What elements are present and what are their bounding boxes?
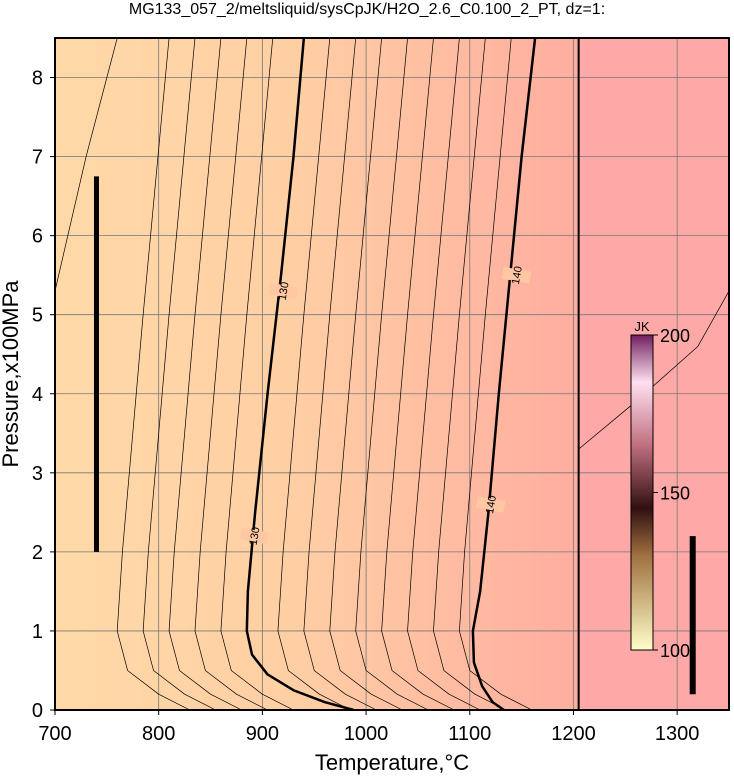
y-tick-label: 2: [32, 542, 43, 564]
y-tick-label: 8: [32, 68, 43, 90]
contour-line: [381, 38, 455, 710]
x-tick-label: 900: [246, 723, 279, 745]
background: [578, 38, 729, 710]
contour-line: [168, 38, 242, 710]
contour-label-bg: [268, 282, 298, 300]
frame: [54, 37, 730, 711]
y-tick-label: 0: [32, 700, 43, 722]
x-tick-label: 800: [142, 723, 175, 745]
y-tick-label: 7: [32, 147, 43, 169]
contour-line: [407, 38, 481, 710]
x-axis-label: Temperature,°C: [315, 750, 469, 775]
contour-line: [471, 38, 537, 710]
contour-line: [55, 38, 118, 292]
contour-label: 140: [484, 495, 499, 515]
contour-line: [433, 38, 507, 710]
contour-label: 130: [248, 526, 263, 546]
y-tick-label: 4: [32, 384, 43, 406]
contour-label: 130: [277, 281, 292, 301]
background: [55, 38, 579, 710]
colorbar: [630, 334, 654, 651]
chart-title: MG133_057_2/meltsliquid/sysCpJK/H2O_2.6_…: [129, 1, 605, 18]
x-tick-label: 1100: [448, 723, 491, 745]
x-tick-label: 700: [38, 723, 71, 745]
y-tick-label: 5: [32, 305, 43, 327]
contour-line: [329, 38, 403, 710]
contour-line: [142, 38, 216, 710]
colorbar-label: JK: [634, 319, 650, 334]
y-tick-label: 3: [32, 463, 43, 485]
contour-label-bg: [239, 527, 269, 545]
contour-line: [578, 290, 729, 450]
plot-area: 130 130 140 140: [55, 38, 729, 710]
contour-line: [220, 38, 294, 710]
contour-line: [194, 38, 268, 710]
contour-line: [355, 38, 429, 710]
x-tick-label: 1300: [655, 723, 700, 745]
colorbar-tick-label: 150: [660, 484, 690, 504]
contour-label-bg: [475, 496, 506, 513]
y-tick-label: 1: [32, 621, 43, 643]
colorbar-tick-label: 100: [660, 641, 690, 661]
colorbar-tick-label: 200: [660, 326, 690, 346]
y-axis-label: Pressure,x100MPa: [0, 280, 23, 468]
contour-line: [303, 38, 377, 710]
y-tick-label: 6: [32, 226, 43, 248]
contour-line: [245, 38, 354, 710]
x-tick-label: 1000: [344, 723, 389, 745]
contour-line: [277, 38, 351, 710]
contour-label-bg: [501, 266, 532, 284]
x-tick-label: 1200: [551, 723, 596, 745]
overlay: 700 800 900 1000 1100 1200 1300012345678JK1001…: [32, 37, 730, 745]
contour-label: 140: [510, 265, 525, 285]
contour-line: [459, 38, 533, 710]
contour-line: [116, 38, 190, 710]
